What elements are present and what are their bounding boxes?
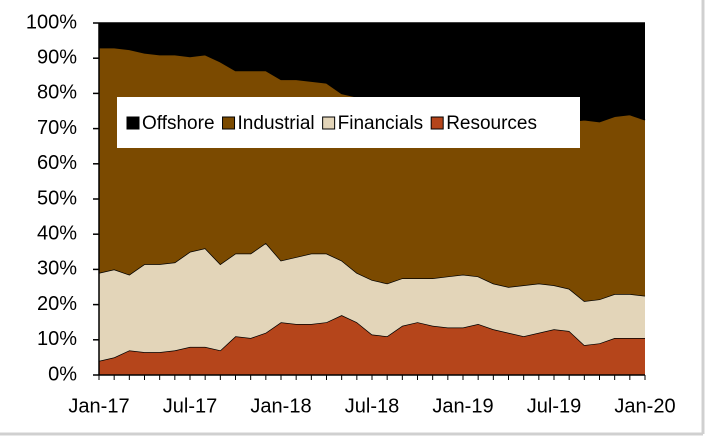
- x-tick-label: Jan-19: [432, 395, 493, 417]
- x-tick-label: Jan-17: [68, 395, 129, 417]
- y-tick-label: 90%: [37, 46, 77, 68]
- y-tick-label: 30%: [37, 258, 77, 280]
- legend-swatch: [430, 116, 444, 130]
- y-tick-label: 50%: [37, 187, 77, 209]
- legend-swatch: [126, 116, 140, 130]
- y-tick-label: 10%: [37, 328, 77, 350]
- y-tick-label: 0%: [48, 363, 77, 385]
- legend-label: Resources: [446, 113, 537, 134]
- legend: Offshore Industrial Financials Resources: [117, 97, 580, 148]
- y-tick-label: 70%: [37, 117, 77, 139]
- legend-label: Industrial: [238, 113, 315, 134]
- y-tick-label: 40%: [37, 222, 77, 244]
- y-tick-label: 80%: [37, 82, 77, 104]
- legend-swatch: [222, 116, 236, 130]
- y-tick-label: 100%: [26, 11, 77, 33]
- area-fill: [99, 315, 645, 375]
- x-tick-label: Jul-17: [163, 395, 217, 417]
- legend-swatch: [322, 116, 336, 130]
- area-fill: [99, 243, 645, 361]
- legend-box: [117, 97, 580, 148]
- x-tick-label: Jul-18: [345, 395, 399, 417]
- x-tick-label: Jan-18: [250, 395, 311, 417]
- x-tick-label: Jul-19: [527, 395, 581, 417]
- legend-label: Offshore: [142, 113, 215, 134]
- x-tick-label: Jan-20: [614, 395, 675, 417]
- legend-label: Financials: [338, 113, 424, 134]
- y-tick-label: 20%: [37, 293, 77, 315]
- area-fill: [99, 23, 645, 122]
- y-tick-label: 60%: [37, 152, 77, 174]
